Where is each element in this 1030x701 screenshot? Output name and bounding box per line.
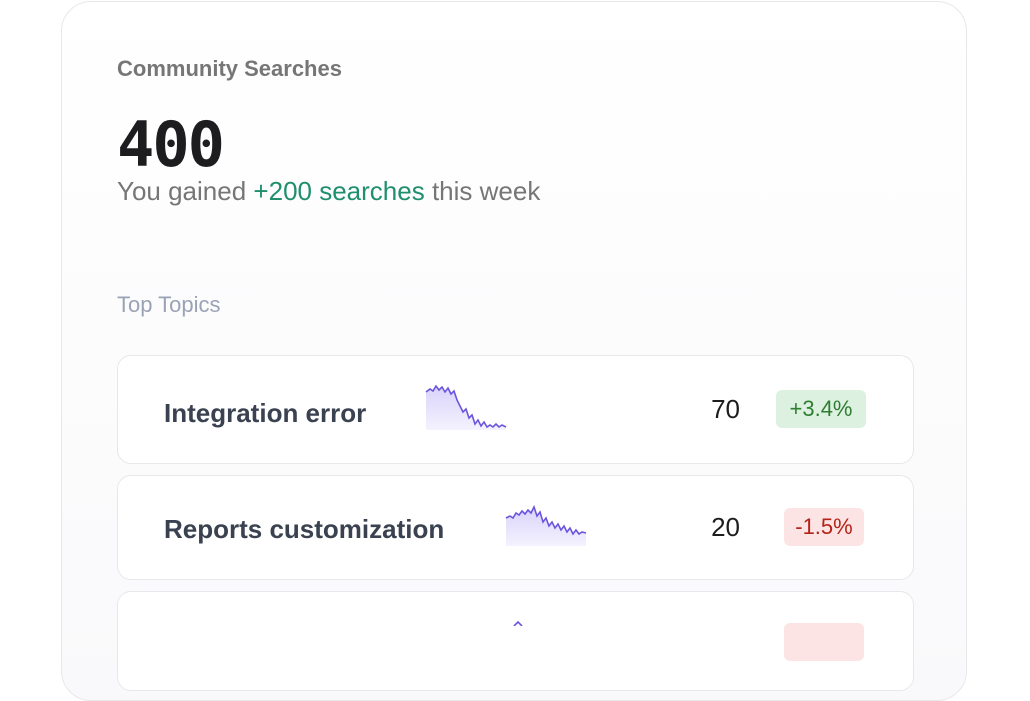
sparkline xyxy=(505,504,587,546)
topic-label: Reports customization xyxy=(164,514,445,544)
page: Community Searches 400 You gained +200 s… xyxy=(61,1,967,701)
summary-suffix: this week xyxy=(431,176,541,206)
card xyxy=(61,1,967,701)
summary-prefix: You gained xyxy=(117,176,247,206)
change-badge xyxy=(784,623,864,661)
total: 400 xyxy=(117,108,225,181)
topics-title: Top Topics xyxy=(117,292,221,317)
change-badge: +3.4% xyxy=(776,390,866,428)
card-title: Community Searches xyxy=(117,56,342,81)
topic-label: Integration error xyxy=(164,398,367,428)
sparkline xyxy=(513,620,523,626)
topic-count: 70 xyxy=(711,394,740,424)
summary: You gained +200 searches this week xyxy=(117,176,540,207)
change-badge: -1.5% xyxy=(784,508,864,546)
sparkline xyxy=(425,384,507,430)
summary-highlight: +200 searches xyxy=(253,176,425,206)
topic-count: 20 xyxy=(711,512,740,542)
